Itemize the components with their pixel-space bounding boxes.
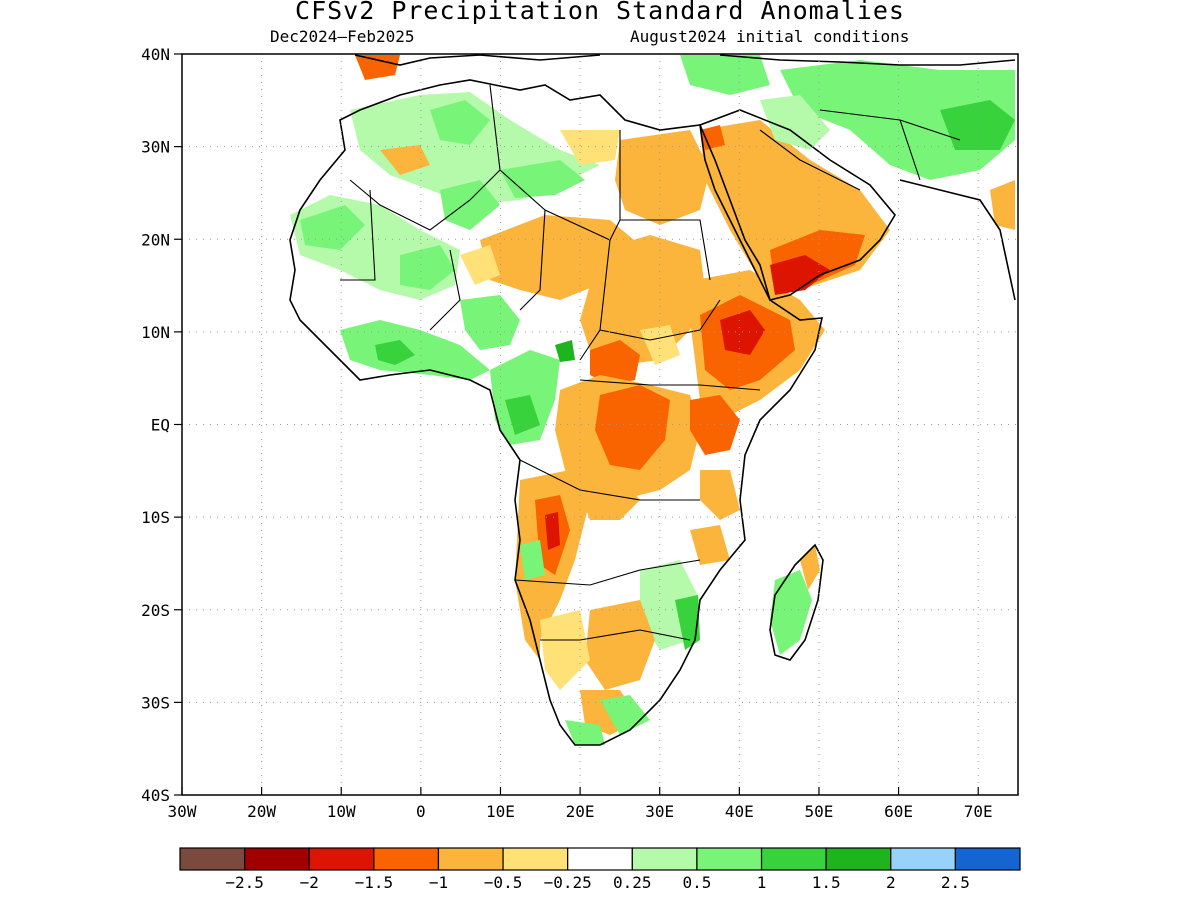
map-title: CFSv2 Precipitation Standard Anomalies bbox=[295, 0, 905, 25]
colorbar-label: 2.5 bbox=[941, 873, 970, 892]
lon-tick-label: 30W bbox=[168, 802, 197, 821]
lat-tick-label: 40S bbox=[141, 786, 170, 805]
lat-tick-label: EQ bbox=[151, 416, 170, 435]
colorbar-label: 2 bbox=[886, 873, 896, 892]
forecast-period: Dec2024–Feb2025 bbox=[270, 27, 415, 46]
colorbar-label: −0.25 bbox=[544, 873, 592, 892]
colorbar-label: 0.5 bbox=[682, 873, 711, 892]
colorbar-swatch bbox=[437, 847, 504, 871]
initial-conditions: August2024 initial conditions bbox=[630, 27, 910, 46]
lon-tick-label: 30E bbox=[645, 802, 674, 821]
colorbar-swatch bbox=[825, 847, 892, 871]
colorbar-swatch bbox=[244, 847, 310, 871]
lat-tick-label: 40N bbox=[141, 45, 170, 64]
colorbar-swatch bbox=[760, 847, 827, 871]
colorbar-swatch bbox=[502, 847, 569, 871]
colorbar-swatch bbox=[308, 847, 375, 871]
colorbar-label: −2 bbox=[300, 873, 319, 892]
lat-tick-label: 10S bbox=[141, 508, 170, 527]
colorbar-swatch bbox=[373, 847, 440, 871]
colorbar-swatch bbox=[890, 847, 956, 871]
colorbar-label: −1.5 bbox=[355, 873, 394, 892]
colorbar-legend: −2.5 −2 −1.5 −1 −0.5 −0.25 0.25 0.5 1 1.5 2 2.5 bbox=[179, 847, 1021, 892]
lon-tick-label: 20E bbox=[566, 802, 595, 821]
lon-tick-label: 0 bbox=[416, 802, 426, 821]
lon-tick-label: 10E bbox=[486, 802, 515, 821]
colorbar-label: 1 bbox=[757, 873, 767, 892]
longitude-axis: 30W 20W 10W 0 10E 20E 30E 40E 50E 60E 70E bbox=[168, 787, 993, 821]
colorbar-swatch bbox=[179, 847, 246, 871]
lon-tick-label: 60E bbox=[884, 802, 913, 821]
colorbar-label: −0.5 bbox=[484, 873, 523, 892]
lat-tick-label: 30S bbox=[141, 693, 170, 712]
colorbar-swatch bbox=[954, 847, 1021, 871]
lon-tick-label: 70E bbox=[964, 802, 993, 821]
colorbar-swatch bbox=[631, 847, 698, 871]
colorbar-swatch bbox=[567, 847, 633, 871]
lon-tick-label: 50E bbox=[804, 802, 833, 821]
colorbar-label: −2.5 bbox=[225, 873, 264, 892]
lon-tick-label: 10W bbox=[327, 802, 356, 821]
lon-tick-label: 40E bbox=[725, 802, 754, 821]
country-borders bbox=[340, 84, 961, 641]
lat-tick-label: 20N bbox=[141, 230, 170, 249]
latitude-axis: 40N 30N 20N 10N EQ 10S 20S 30S 40S bbox=[141, 45, 182, 805]
anomaly-shading bbox=[290, 55, 1015, 745]
colorbar-label: −1 bbox=[429, 873, 448, 892]
colorbar-label: 1.5 bbox=[812, 873, 841, 892]
lat-tick-label: 20S bbox=[141, 601, 170, 620]
lon-tick-label: 20W bbox=[247, 802, 276, 821]
colorbar-swatch bbox=[696, 847, 763, 871]
lat-tick-label: 30N bbox=[141, 138, 170, 157]
colorbar-label: 0.25 bbox=[613, 873, 652, 892]
lat-tick-label: 10N bbox=[141, 323, 170, 342]
coastlines bbox=[289, 54, 1016, 746]
